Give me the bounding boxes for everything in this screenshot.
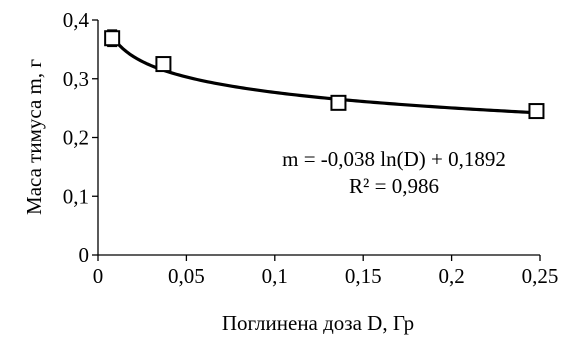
y-tick-label: 0,1 (63, 184, 89, 208)
x-tick-label: 0,25 (522, 264, 559, 288)
data-point (528, 103, 545, 120)
x-tick-label: 0,1 (262, 264, 288, 288)
x-tick-label: 0,2 (438, 264, 464, 288)
y-axis-title: Маса тимуса m, г (22, 59, 46, 215)
data-point (330, 94, 347, 111)
y-tick-label: 0 (79, 243, 90, 267)
data-point (155, 56, 172, 73)
x-axis-title: Поглинена доза D, Гр (222, 311, 414, 335)
tick-labels: 0 0,1 0,2 0,3 0,4 0 0,05 0,1 0,15 0,2 0,25 (63, 8, 559, 288)
x-tick-label: 0,15 (345, 264, 382, 288)
y-tick-label: 0,4 (63, 8, 90, 32)
data-points (104, 29, 545, 120)
square-marker (330, 94, 347, 111)
trendline (110, 35, 537, 115)
x-tick-label: 0 (93, 264, 104, 288)
y-tick-label: 0,3 (63, 67, 89, 91)
square-marker (528, 103, 545, 120)
trendline-group (110, 35, 537, 115)
square-marker (104, 30, 121, 47)
y-tick-label: 0,2 (63, 126, 89, 150)
regression-equation: m = -0,038 ln(D) + 0,1892 (282, 147, 506, 171)
square-marker (155, 56, 172, 73)
r-squared-label: R² = 0,986 (349, 174, 439, 198)
axes (92, 19, 541, 261)
data-point (104, 29, 121, 48)
x-tick-label: 0,05 (168, 264, 205, 288)
